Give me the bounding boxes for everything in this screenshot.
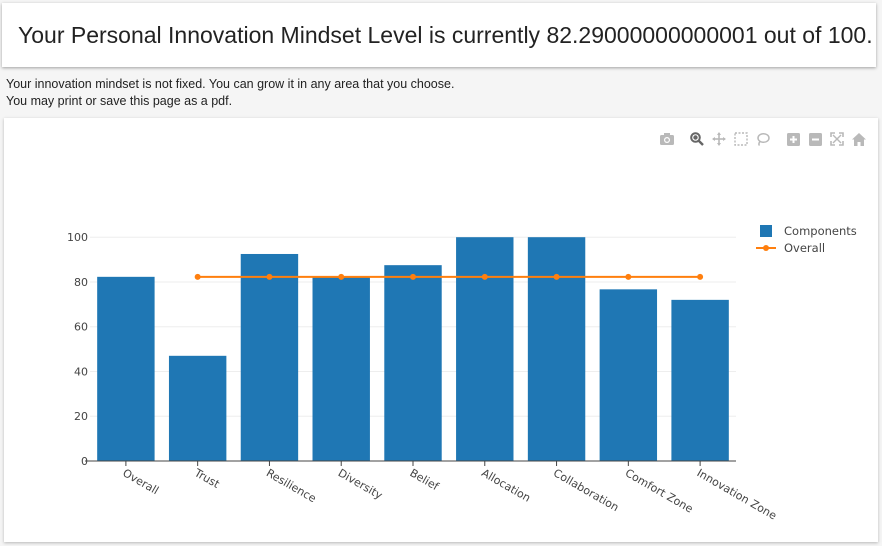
bar-comfort-zone[interactable] xyxy=(599,289,658,461)
bar-diversity[interactable] xyxy=(312,277,370,461)
y-tick-label: 20 xyxy=(74,410,88,423)
mindset-chart: 0 20 40 60 80 100 Overall Trust Resilience Divers… xyxy=(67,224,857,523)
intro-line-2: You may print or save this page as a pdf… xyxy=(6,94,233,108)
y-tick-label: 40 xyxy=(74,365,88,378)
page-title: Your Personal Innovation Mindset Level i… xyxy=(18,22,873,48)
legend-label-overall[interactable]: Overall xyxy=(784,241,825,255)
intro-text: Your innovation mindset is not fixed. Yo… xyxy=(6,76,454,110)
overall-point[interactable] xyxy=(625,273,632,280)
x-tick-label: Resilience xyxy=(264,466,319,505)
y-tick-label: 80 xyxy=(74,276,88,289)
overall-point[interactable] xyxy=(266,273,273,280)
zoom-icon[interactable] xyxy=(689,131,705,147)
header-card: Your Personal Innovation Mindset Level i… xyxy=(2,3,876,67)
y-tick-label: 60 xyxy=(74,321,88,334)
autoscale-icon[interactable] xyxy=(829,131,845,147)
y-tick-label: 100 xyxy=(67,231,88,244)
x-tick-label: Trust xyxy=(191,466,222,491)
overall-point[interactable] xyxy=(194,273,201,280)
reset-axes-icon[interactable] xyxy=(851,131,867,147)
intro-line-1: Your innovation mindset is not fixed. Yo… xyxy=(6,77,455,91)
legend-label-components[interactable]: Components xyxy=(784,224,857,238)
x-tick-label: Innovation Zone xyxy=(695,466,779,522)
overall-point[interactable] xyxy=(697,273,704,280)
camera-icon[interactable] xyxy=(659,131,675,147)
x-tick-label: Comfort Zone xyxy=(623,466,696,515)
box-select-icon[interactable] xyxy=(733,131,749,147)
chart-card: 0 20 40 60 80 100 Overall Trust Resilience Divers… xyxy=(4,118,878,542)
overall-point[interactable] xyxy=(481,273,488,280)
legend-marker-overall xyxy=(763,245,769,251)
legend-swatch-components[interactable] xyxy=(760,225,772,237)
bar-belief[interactable] xyxy=(384,265,442,461)
overall-point[interactable] xyxy=(338,273,345,280)
overall-point[interactable] xyxy=(553,273,560,280)
overall-point[interactable] xyxy=(410,273,416,280)
bar-trust[interactable] xyxy=(168,355,227,461)
pan-icon[interactable] xyxy=(711,131,727,147)
zoom-in-icon[interactable] xyxy=(785,131,801,147)
x-tick-label: Diversity xyxy=(336,466,385,502)
x-tick-label: Overall xyxy=(120,466,161,497)
x-tick-label: Belief xyxy=(408,466,442,493)
zoom-out-icon[interactable] xyxy=(807,131,823,147)
x-tick-label: Collaboration xyxy=(551,466,621,514)
x-tick-label: Allocation xyxy=(479,466,532,504)
bar-allocation[interactable] xyxy=(456,237,514,461)
bar-overall[interactable] xyxy=(97,276,155,461)
bar-resilience[interactable] xyxy=(240,253,299,461)
modebar xyxy=(659,131,873,147)
lasso-select-icon[interactable] xyxy=(755,131,771,147)
bar-collaboration[interactable] xyxy=(527,237,586,461)
bar-innovation-zone[interactable] xyxy=(671,299,729,461)
y-tick-label: 0 xyxy=(81,455,88,468)
